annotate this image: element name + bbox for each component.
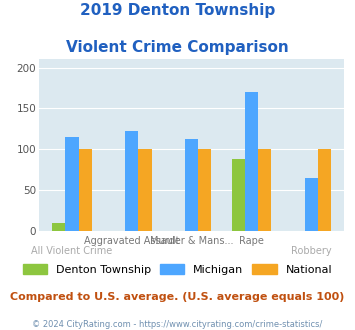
Text: 2019 Denton Township: 2019 Denton Township: [80, 3, 275, 18]
Text: All Violent Crime: All Violent Crime: [31, 246, 113, 256]
Bar: [65, 137, 78, 231]
Text: Aggravated Assault: Aggravated Assault: [84, 236, 180, 246]
Bar: [138, 149, 152, 231]
Bar: [318, 149, 331, 231]
Text: © 2024 CityRating.com - https://www.cityrating.com/crime-statistics/: © 2024 CityRating.com - https://www.city…: [32, 320, 323, 329]
Bar: [78, 149, 92, 231]
Bar: [245, 92, 258, 231]
Bar: [305, 178, 318, 231]
Text: Violent Crime Comparison: Violent Crime Comparison: [66, 40, 289, 54]
Bar: [198, 149, 212, 231]
Text: Murder & Mans...: Murder & Mans...: [150, 236, 234, 246]
Bar: [232, 159, 245, 231]
Text: Robbery: Robbery: [291, 246, 332, 256]
Text: Compared to U.S. average. (U.S. average equals 100): Compared to U.S. average. (U.S. average …: [10, 292, 345, 302]
Legend: Denton Township, Michigan, National: Denton Township, Michigan, National: [18, 260, 337, 279]
Bar: [52, 223, 65, 231]
Bar: [185, 140, 198, 231]
Bar: [258, 149, 271, 231]
Text: Rape: Rape: [239, 236, 264, 246]
Bar: [125, 131, 138, 231]
